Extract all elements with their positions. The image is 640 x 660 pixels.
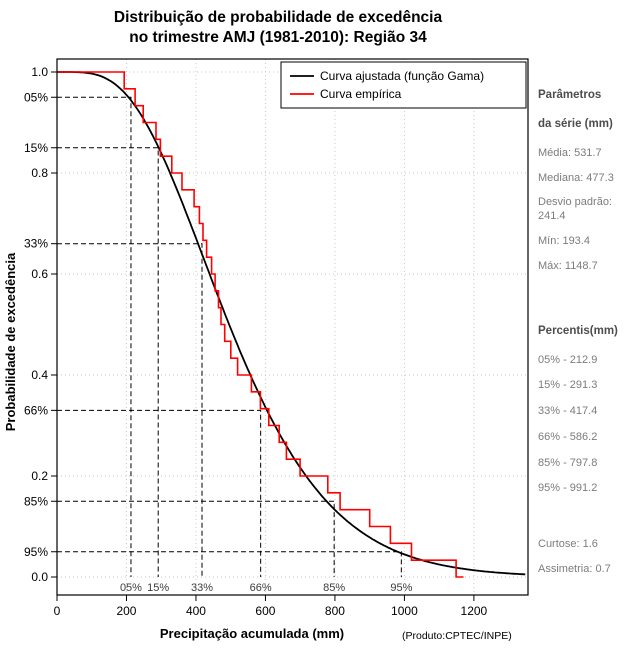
chart-title-line1: Distribuição de probabilidade de excedên… [113,9,443,26]
y-tick-label: 0.0 [31,570,48,584]
legend-label-fitted-curve: Curva ajustada (função Gama) [320,69,484,83]
percentile-guide-line [57,409,262,577]
percentile-guide-line [57,96,132,577]
percentis-header: Percentis(mm) [538,325,618,338]
percentil-33: 33% - 417.4 [538,405,598,418]
x-tick-label: 800 [325,604,345,618]
y-percent-label: 85% [24,494,48,508]
percentil-95: 95% - 991.2 [538,482,598,495]
legend-box [280,61,527,109]
y-tick-label: 0.6 [31,267,48,281]
panel-spacer [538,284,636,324]
y-percent-label: 33% [24,237,48,251]
params-header-line2: da série (mm) [538,118,613,131]
params-header-line1: Parâmetros [538,89,602,101]
stats-panel: Parâmetros da série (mm) Média: 531.7 Me… [538,88,636,588]
percentil-85: 85% - 797.8 [538,456,598,469]
percentile-bottom-label: 95% [390,582,412,594]
x-tick-label: 400 [186,604,206,618]
percentil-05: 05% - 212.9 [538,353,598,366]
percentile-bottom-label: 66% [250,582,272,594]
stat-media: Média: 531.7 [538,146,602,159]
stat-assimetria: Assimetria: 0.7 [538,562,611,575]
percentile-guide-line [57,147,159,577]
exceedance-chart: 05% 15% 33% 66% 85% 95% 0 200 400 600 800 1000 1200… [3,58,529,642]
legend: Curva ajustada (função Gama) Curva empír… [280,61,527,109]
percentil-66: 66% - 586.2 [538,430,598,443]
percentile-guide-line [57,551,402,577]
stat-min: Mín: 193.4 [538,234,590,247]
y-percent-label: 66% [24,403,48,417]
axes: 0 200 400 600 800 1000 1200 0.0 0.2 0.4 0.6 0.8 1.0 0… [24,65,488,618]
empirical-curve [57,71,464,578]
percentile-guides: 05% 15% 33% 66% 85% 95% [57,96,413,594]
x-tick-label: 0 [54,604,61,618]
x-tick-label: 600 [255,604,275,618]
legend-label-empirical-curve: Curva empírica [320,87,402,101]
x-tick-label: 1200 [461,604,488,618]
chart-title-line2: no trimestre AMJ (1981-2010): Região 34 [129,29,427,47]
percentile-bottom-label: 85% [323,582,345,594]
percentile-bottom-label: 15% [147,582,169,594]
percentil-15: 15% - 291.3 [538,379,598,392]
percentile-guide-line [57,500,335,577]
percentile-guide-line [57,243,203,577]
stat-curtose: Curtose: 1.6 [538,538,598,551]
stat-desvio-padrao: Desvio padrão: 241.4 [538,196,612,222]
panel-spacer [538,508,636,538]
y-tick-label: 0.4 [31,368,48,382]
y-percent-label: 15% [24,141,48,155]
stat-max: Máx: 1148.7 [538,259,598,272]
plot-border [56,58,529,596]
percentile-bottom-label: 05% [120,582,142,594]
x-tick-label: 1000 [391,604,418,618]
y-tick-label: 0.2 [31,469,48,483]
y-axis-title: Probabilidade de excedência [3,252,18,431]
y-percent-label: 05% [24,90,48,104]
fitted-gamma-curve [57,71,526,576]
percentile-bottom-label: 33% [191,582,213,594]
x-axis-title: Precipitação acumulada (mm) [160,626,344,641]
grid-lines [57,59,528,595]
chart-title: Distribuição de probabilidade de excedên… [0,8,556,49]
y-tick-label: 0.8 [31,166,48,180]
product-credit: (Produto:CPTEC/INPE) [402,630,512,642]
x-tick-label: 200 [116,604,136,618]
curves [57,71,526,578]
stat-mediana: Mediana: 477.3 [538,171,614,184]
y-percent-label: 95% [24,545,48,559]
y-tick-label: 1.0 [31,65,48,79]
